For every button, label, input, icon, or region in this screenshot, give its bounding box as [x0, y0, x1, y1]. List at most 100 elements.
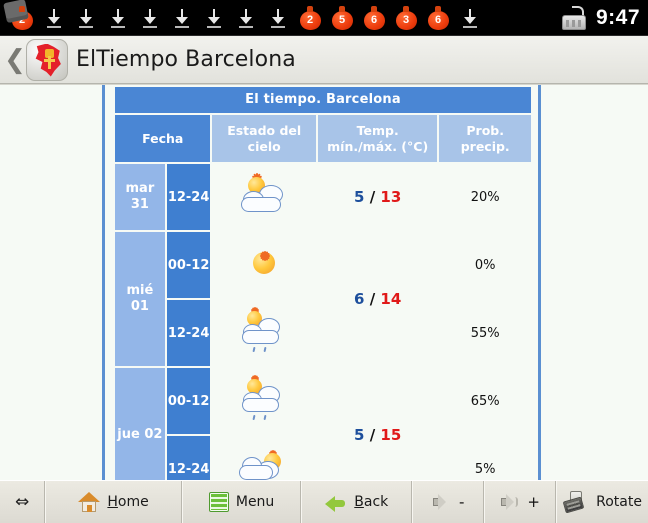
day-label-line2: 01	[130, 299, 149, 315]
table-row: jue 02 00-12 5 / 15 65%	[115, 368, 531, 480]
time-slot-cell: 12-24	[166, 436, 211, 480]
download-icon	[38, 2, 70, 34]
day-cell: mié 01	[115, 232, 165, 367]
precipitation-cell: 5%	[439, 436, 531, 480]
time-slot-cell: 12-24	[166, 164, 211, 231]
precipitation-cell: 20%	[439, 164, 531, 231]
status-badge-icon: 6	[358, 2, 390, 34]
sky-state-cell	[212, 368, 316, 435]
web-content-area[interactable]: El tiempo. Barcelona Fecha Estado del ciel…	[0, 85, 648, 480]
table-row: 12-24 5%	[115, 436, 531, 480]
column-header-prob: Prob. precip.	[439, 115, 531, 163]
back-button[interactable]: Back	[301, 481, 413, 523]
download-icon	[262, 2, 294, 34]
menu-button-label: Menu	[235, 494, 275, 510]
temp-separator: /	[369, 188, 376, 207]
precipitation-cell: 0%	[439, 232, 531, 299]
temp-max: 13	[380, 188, 402, 207]
day-label-line2: 31	[130, 197, 149, 213]
volume-up-button[interactable]: +	[484, 481, 557, 523]
weather-page-frame: El tiempo. Barcelona Fecha Estado del ciel…	[102, 85, 541, 480]
sun-behind-rain-cloud-icon	[235, 373, 293, 425]
app-title-bar: ❮ ElTiempo Barcelona	[0, 36, 648, 84]
sky-state-cell	[212, 232, 316, 299]
home-button[interactable]: Home	[45, 481, 182, 523]
temp-min: 6	[354, 290, 365, 309]
column-header-cielo: Estado del cielo	[212, 115, 316, 163]
weather-forecast-table: El tiempo. Barcelona Fecha Estado del ciel…	[113, 85, 533, 480]
download-icon	[102, 2, 134, 34]
back-button-label: Back	[354, 494, 389, 510]
download-icon	[70, 2, 102, 34]
sun-behind-cloud-icon	[235, 169, 293, 221]
cloud-with-sun-icon	[235, 441, 293, 480]
day-label-line1: mié	[126, 283, 154, 298]
status-clock: 9:47	[595, 5, 640, 29]
table-caption-row: El tiempo. Barcelona	[115, 87, 531, 113]
table-row: mar 31 12-24 5 / 13 20%	[115, 164, 531, 231]
status-badge-icon: 3	[390, 2, 422, 34]
temp-max: 14	[380, 290, 402, 309]
download-icon	[166, 2, 198, 34]
menu-button[interactable]: Menu	[181, 481, 302, 523]
table-header-row: Fecha Estado del cielo Temp. mín./máx. (°C…	[115, 115, 531, 163]
day-cell: mar 31	[115, 164, 165, 231]
day-label-line1: mar	[125, 181, 155, 196]
back-label-rest: ack	[363, 494, 389, 510]
temp-separator: /	[369, 426, 376, 445]
day-label: jue 02	[117, 427, 163, 443]
speaker-icon	[500, 493, 520, 511]
rotate-button-label: Rotate	[596, 494, 642, 510]
speaker-icon	[432, 493, 452, 511]
eltiempo-app-icon	[26, 38, 68, 81]
temp-max: 15	[380, 426, 402, 445]
resize-arrows-icon: ⇔	[15, 492, 30, 512]
sky-state-cell	[212, 436, 316, 480]
home-button-label: Home	[107, 494, 149, 510]
volume-down-label: -	[459, 493, 465, 511]
column-header-fecha: Fecha	[115, 115, 211, 163]
time-slot-cell: 00-12	[166, 368, 211, 435]
status-badge-icon: 5	[326, 2, 358, 34]
volume-up-label: +	[527, 493, 540, 511]
back-arrow-icon	[325, 493, 347, 512]
download-icon	[454, 2, 486, 34]
table-row: 12-24 55%	[115, 300, 531, 367]
table-caption: El tiempo. Barcelona	[115, 87, 531, 113]
temp-min: 5	[354, 426, 365, 445]
time-slot-cell: 00-12	[166, 232, 211, 299]
resize-button[interactable]: ⇔	[0, 481, 46, 523]
usb-connected-icon	[560, 5, 588, 30]
sun-behind-rain-cloud-icon	[235, 305, 293, 357]
home-icon	[78, 492, 101, 512]
download-icon	[230, 2, 262, 34]
home-label-rest: ome	[117, 494, 149, 510]
sky-state-cell	[212, 300, 316, 367]
download-icon	[134, 2, 166, 34]
precipitation-cell: 55%	[439, 300, 531, 367]
temperature-cell: 5 / 13	[317, 164, 438, 231]
temp-separator: /	[369, 290, 376, 309]
column-header-temp: Temp. mín./máx. (°C)	[317, 115, 438, 163]
day-cell: jue 02	[115, 368, 165, 480]
rotate-device-icon	[562, 491, 589, 514]
table-row: mié 01 00-12 6 / 14 0%	[115, 232, 531, 367]
volume-down-button[interactable]: -	[412, 481, 485, 523]
menu-icon	[208, 492, 229, 512]
emulator-toolbar: ⇔ Home Menu Back - +	[0, 480, 648, 523]
status-badge-icon: 6	[422, 2, 454, 34]
rotate-button[interactable]: Rotate	[556, 481, 648, 523]
precipitation-cell: 65%	[439, 368, 531, 435]
status-badge-icon: 2	[294, 2, 326, 34]
back-chevron-icon[interactable]: ❮	[4, 44, 26, 75]
download-icon	[198, 2, 230, 34]
temp-min: 5	[354, 188, 365, 207]
page-title: ElTiempo Barcelona	[76, 47, 296, 72]
status-badge-icon: 2	[6, 2, 38, 34]
sky-state-cell	[212, 164, 316, 231]
temperature-cell: 5 / 15	[317, 368, 438, 480]
temperature-cell: 6 / 14	[317, 232, 438, 367]
